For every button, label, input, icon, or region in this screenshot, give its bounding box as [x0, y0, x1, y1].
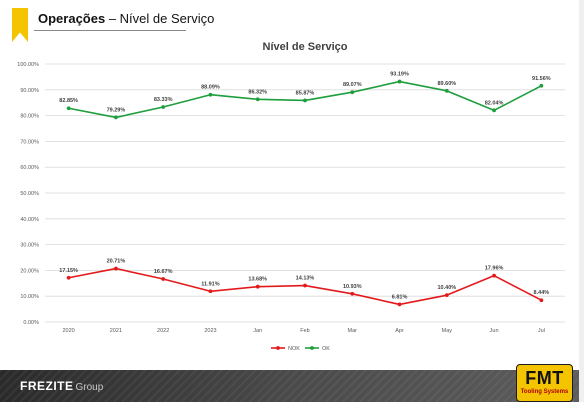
data-label-nok: 10.93%: [343, 284, 362, 290]
page-title: Operações – Nível de Serviço: [38, 11, 214, 26]
y-tick-label: 0.00%: [23, 320, 39, 326]
legend-label-ok: OK: [322, 346, 330, 352]
y-tick-label: 100.00%: [17, 62, 39, 68]
data-label-nok: 10.40%: [437, 285, 456, 291]
data-point-nok: [539, 298, 544, 303]
data-label-ok: 85.87%: [296, 90, 315, 96]
legend-label-nok: NOK: [288, 346, 300, 352]
data-point-nok: [208, 289, 213, 294]
data-label-nok: 14.13%: [296, 276, 315, 282]
data-point-nok: [303, 283, 307, 288]
y-tick-label: 80.00%: [20, 114, 39, 120]
data-label-ok: 88.09%: [201, 85, 220, 91]
data-label-nok: 6.81%: [392, 294, 408, 300]
fmt-logo: FMT Tooling Systems: [516, 364, 573, 402]
data-point-nok: [350, 291, 355, 296]
data-point-nok: [255, 284, 260, 289]
frezite-group-logo: FREZITE Group: [20, 379, 103, 393]
data-point-ok: [350, 90, 355, 95]
data-label-ok: 89.07%: [343, 82, 362, 88]
y-tick-label: 40.00%: [20, 217, 39, 223]
data-point-ok: [303, 98, 307, 103]
x-tick-label: Jul: [538, 328, 545, 334]
data-label-ok: 82.85%: [59, 98, 78, 104]
x-tick-label: 2021: [110, 328, 122, 334]
data-point-ok: [114, 115, 118, 120]
footer-bar: FREZITE Group: [0, 370, 584, 402]
x-tick-label: May: [442, 328, 453, 334]
x-tick-label: Mar: [348, 328, 358, 334]
data-point-ok: [492, 108, 496, 113]
x-tick-label: 2022: [157, 328, 169, 334]
data-label-ok: 91.56%: [532, 76, 551, 82]
x-tick-label: Jan: [253, 328, 262, 334]
data-point-nok: [114, 266, 118, 271]
legend-marker-ok: [310, 346, 314, 350]
data-label-nok: 16.67%: [154, 269, 173, 275]
data-label-ok: 89.60%: [437, 81, 456, 87]
data-point-ok: [444, 88, 449, 93]
data-label-nok: 8.44%: [534, 290, 550, 296]
chart-container: Nível de Serviço 0.00% 10.00% 20.00% 30.00% 4…: [0, 36, 584, 356]
data-point-ok: [397, 79, 402, 84]
page-title-bold: Operações: [38, 11, 106, 26]
y-tick-label: 50.00%: [20, 191, 39, 197]
title-underline: [34, 30, 186, 31]
fmt-logo-main: FMT: [525, 368, 564, 388]
page-title-rest: – Nível de Serviço: [105, 11, 215, 26]
data-point-ok: [539, 83, 544, 88]
data-label-nok: 17.96%: [485, 266, 504, 272]
y-tick-label: 60.00%: [20, 165, 39, 171]
data-label-ok: 79.29%: [107, 107, 126, 113]
yellow-accent-flag: [12, 8, 28, 42]
x-tick-label: 2020: [63, 328, 75, 334]
chart-title: Nível de Serviço: [263, 41, 348, 53]
x-tick-label: Apr: [395, 328, 404, 334]
y-tick-label: 70.00%: [20, 139, 39, 145]
data-label-ok: 86.32%: [248, 89, 267, 95]
brand-sub: Group: [75, 382, 104, 393]
y-tick-label: 20.00%: [20, 268, 39, 274]
data-label-ok: 82.04%: [485, 100, 504, 106]
data-label-ok: 93.19%: [390, 72, 409, 78]
x-tick-label: 2023: [204, 328, 216, 334]
data-point-nok: [444, 293, 449, 298]
fmt-logo-sub: Tooling Systems: [520, 389, 569, 395]
data-point-nok: [66, 275, 71, 280]
data-label-nok: 20.71%: [107, 259, 126, 265]
data-label-nok: 17.15%: [59, 268, 78, 274]
data-label-nok: 11.91%: [201, 281, 219, 287]
data-label-nok: 13.68%: [248, 277, 267, 283]
data-point-ok: [255, 97, 260, 102]
y-tick-label: 10.00%: [20, 294, 39, 300]
data-point-nok: [161, 277, 166, 281]
y-tick-label: 30.00%: [20, 243, 39, 249]
data-point-nok: [397, 302, 402, 307]
service-level-chart: Nível de Serviço 0.00% 10.00% 20.00% 30.00% 4…: [17, 41, 565, 352]
y-tick-label: 90.00%: [20, 88, 39, 94]
data-point-ok: [161, 105, 166, 109]
x-tick-label: Feb: [300, 328, 309, 334]
data-point-nok: [492, 273, 496, 278]
slide-edge: [579, 0, 584, 402]
data-label-ok: 83.33%: [154, 97, 173, 103]
legend-marker-nok: [276, 346, 280, 350]
x-tick-label: Jun: [490, 328, 499, 334]
data-point-ok: [208, 92, 213, 97]
data-point-ok: [66, 106, 71, 111]
brand-main: FREZITE: [20, 379, 74, 393]
